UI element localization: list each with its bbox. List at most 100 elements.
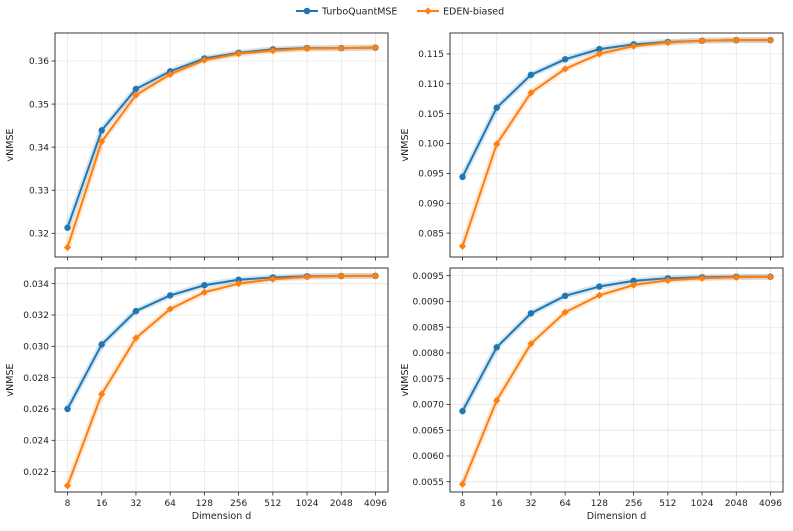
y-tick-label: 0.0085: [413, 323, 445, 333]
data-point: [98, 341, 105, 348]
data-point: [459, 173, 466, 181]
y-tick-label: 0.090: [418, 199, 444, 209]
legend-label-eden-biased: EDEN-biased: [443, 7, 504, 18]
data-point: [458, 480, 467, 488]
data-point: [98, 137, 106, 146]
panel-1: 0.32 0.33 0.34 0.35 0.36 vNMSE: [5, 32, 389, 261]
data-point: [63, 482, 72, 490]
data-point: [561, 56, 569, 63]
data-point: [132, 91, 140, 99]
data-point: [269, 47, 277, 55]
series-turboquantmse: [64, 44, 379, 231]
data-point: [303, 273, 311, 281]
data-point: [64, 405, 71, 413]
y-tick-label: 0.0075: [413, 375, 445, 385]
series-turboquantmse: [459, 273, 774, 415]
series-turboquantmse: [459, 36, 774, 181]
y-tick-label: 0.105: [418, 110, 444, 120]
legend: TurboQuantMSE EDEN-biased: [296, 7, 504, 18]
y-tick-label: 0.026: [23, 405, 49, 415]
x-tick-label: 64: [559, 499, 571, 509]
data-point: [527, 89, 535, 97]
y-tick-label: 0.0070: [413, 401, 445, 411]
legend-marker-turboquantmse: [303, 7, 311, 15]
y-tick-label: 0.35: [29, 100, 49, 110]
x-tick-label: 2048: [725, 499, 748, 509]
y-tick-label: 0.095: [418, 170, 444, 180]
y-tick-label: 0.085: [418, 229, 444, 239]
x-tick-label: 512: [264, 499, 281, 509]
series-line: [461, 39, 771, 178]
legend-item-turboquantmse: TurboQuantMSE: [296, 7, 397, 18]
data-point: [459, 407, 466, 415]
series-line: [461, 275, 771, 485]
data-point: [527, 71, 535, 79]
series-band: [459, 273, 771, 413]
y-tick-label: 0.34: [29, 143, 49, 153]
x-tick-label: 512: [659, 499, 676, 509]
panel-4: 0.0055 0.0060 0.0065 0.0070 0.0075 0.0080 0.00…: [400, 267, 784, 522]
series-band: [64, 44, 376, 249]
panel-2: 0.085 0.090 0.095 0.100 0.105 0.110 0.115 vNMSE: [400, 32, 784, 261]
y-tick-label: 0.022: [23, 468, 49, 478]
axes-frame: [54, 32, 389, 258]
data-point: [561, 65, 569, 73]
y-tick-label: 0.024: [23, 437, 49, 447]
data-point: [98, 127, 105, 134]
data-point: [493, 104, 500, 111]
x-tick-label: 16: [96, 499, 108, 509]
data-point: [595, 50, 603, 58]
data-point: [371, 272, 380, 280]
data-point: [596, 45, 603, 53]
y-tick-label: 0.36: [29, 57, 49, 67]
series-eden-biased: [458, 36, 775, 250]
y-tick-label: 0.0080: [413, 349, 445, 359]
y-tick-label: 0.32: [29, 230, 49, 240]
x-tick-label: 1024: [691, 499, 714, 509]
x-tick-label: 16: [491, 499, 503, 509]
series-line: [66, 46, 376, 229]
data-point: [630, 42, 638, 50]
data-point: [698, 37, 706, 45]
y-axis-label: vNMSE: [5, 129, 16, 162]
y-axis-label: vNMSE: [400, 364, 411, 397]
data-point: [63, 243, 72, 252]
series-line: [66, 46, 376, 248]
series-eden-biased: [458, 273, 775, 488]
axes-frame: [449, 267, 784, 493]
data-point: [166, 305, 174, 313]
series-eden-biased: [63, 272, 380, 490]
data-point: [596, 283, 603, 290]
series-line: [461, 275, 771, 412]
data-point: [337, 44, 345, 52]
y-tick-label: 0.0055: [413, 478, 445, 488]
data-point: [337, 272, 345, 280]
data-point: [732, 273, 740, 281]
data-point: [664, 38, 672, 47]
y-tick-label: 0.100: [418, 140, 444, 150]
y-tick-label: 0.110: [418, 80, 444, 90]
series-band: [64, 272, 376, 487]
axes-frame: [449, 32, 784, 258]
data-point: [303, 44, 311, 53]
x-tick-label: 4096: [759, 499, 782, 509]
x-tick-label: 128: [591, 499, 608, 509]
data-point: [64, 224, 71, 231]
y-tick-label: 0.034: [23, 280, 49, 290]
data-point: [527, 340, 535, 348]
y-axis-label: vNMSE: [400, 129, 411, 162]
y-tick-label: 0.0060: [413, 452, 445, 462]
series-line: [66, 274, 376, 410]
data-point: [766, 36, 775, 44]
y-tick-label: 0.032: [23, 311, 49, 321]
data-point: [561, 308, 569, 316]
data-point: [269, 275, 277, 283]
y-tick-label: 0.0065: [413, 426, 445, 436]
data-point: [595, 291, 603, 299]
data-point: [630, 281, 638, 289]
x-tick-label: 8: [460, 499, 466, 509]
x-tick-label: 256: [230, 499, 247, 509]
data-point: [200, 56, 208, 64]
data-point: [732, 36, 740, 44]
